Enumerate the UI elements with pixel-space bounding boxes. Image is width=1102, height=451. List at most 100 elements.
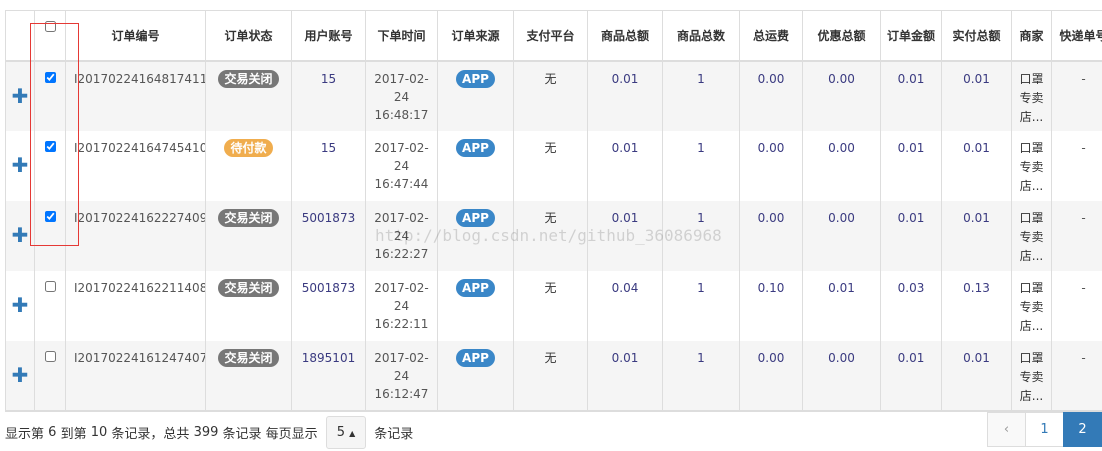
goods-total-text: 0.01: [611, 211, 639, 225]
plus-icon: ✚: [11, 84, 29, 108]
info-text: 条记录: [374, 427, 414, 442]
column-header: 总运费: [739, 10, 803, 62]
goods-count: 1: [662, 341, 740, 412]
plus-icon: ✚: [11, 223, 29, 247]
page-button-1[interactable]: 1: [1025, 412, 1064, 447]
status-badge: 交易关闭: [218, 349, 279, 367]
goods-total: 0.01: [587, 131, 663, 201]
express-text: -: [1081, 211, 1086, 225]
discount: 0.00: [802, 61, 881, 131]
discount-text: 0.00: [828, 351, 855, 365]
shop-text: 店...: [1019, 319, 1044, 333]
order-time: 2017-02- 24 16:22:27: [365, 201, 438, 271]
info-to: 10: [90, 425, 108, 440]
shop-text: 口罩: [1019, 211, 1044, 225]
freight: 0.10: [739, 271, 803, 341]
paid-text: 0.13: [963, 281, 990, 295]
row-checkbox[interactable]: [44, 211, 56, 222]
expand-button[interactable]: ✚: [5, 271, 35, 341]
order-source: APP: [437, 201, 514, 271]
shop-text: 专卖: [1019, 160, 1044, 174]
select-all-checkbox[interactable]: [44, 21, 56, 32]
shop: 口罩 专卖 店...: [1011, 271, 1052, 341]
row-checkbox[interactable]: [44, 351, 56, 362]
shop-text: 专卖: [1019, 370, 1044, 384]
paid-text: 0.01: [963, 141, 990, 155]
paid-total: 0.01: [941, 61, 1012, 131]
discount-text: 0.00: [828, 141, 855, 155]
status-badge: 待付款: [224, 139, 273, 157]
row-checkbox[interactable]: [44, 141, 56, 152]
amount-text: 0.01: [897, 351, 925, 365]
goods-count: 1: [662, 271, 740, 341]
shop-text: 专卖: [1019, 300, 1044, 314]
row-checkbox[interactable]: [44, 72, 56, 83]
user-account: 15: [291, 131, 366, 201]
goods-count-text: 1: [697, 211, 705, 225]
shop: 口罩 专卖 店...: [1011, 131, 1052, 201]
amount-text: 0.01: [897, 72, 925, 86]
shop-text: 口罩: [1019, 72, 1044, 86]
order-status: 交易关闭: [205, 271, 292, 341]
page-button-2[interactable]: 2: [1063, 412, 1102, 447]
caret-up-icon: ▲: [349, 429, 356, 438]
status-badge: 交易关闭: [218, 70, 279, 88]
goods-count: 1: [662, 131, 740, 201]
select-cell: [34, 271, 66, 341]
date-text: 24: [393, 369, 410, 383]
user-text: 15: [320, 141, 337, 155]
user-account: 5001873: [291, 201, 366, 271]
page-size-select[interactable]: 5 ▲: [325, 416, 367, 449]
discount-text: 0.00: [828, 211, 855, 225]
column-header: 订单状态: [205, 10, 292, 62]
goods-count-text: 1: [697, 141, 705, 155]
info-text: 显示第: [5, 427, 45, 442]
paid-total: 0.01: [941, 341, 1012, 412]
paid-total: 0.01: [941, 201, 1012, 271]
column-header: 快递单号: [1051, 10, 1102, 62]
source-badge: APP: [456, 209, 495, 227]
order-id: I20170224162227409: [65, 201, 206, 271]
column-header: 下单时间: [365, 10, 438, 62]
order-id-text: I20170224164745410: [74, 141, 206, 155]
pay-text: 无: [544, 281, 557, 295]
user-text: 5001873: [301, 281, 356, 295]
order-status: 交易关闭: [205, 201, 292, 271]
order-id-text: I20170224164817411: [74, 72, 206, 86]
time-text: 16:48:17: [374, 108, 429, 122]
shop-text: 专卖: [1019, 91, 1044, 105]
pagination-info: 显示第 6 到第 10 条记录，总共 399 条记录 每页显示 5 ▲ 条记录: [5, 416, 413, 449]
prev-page-button[interactable]: ‹: [987, 412, 1026, 447]
order-source: APP: [437, 131, 514, 201]
info-from: 6: [48, 425, 57, 440]
shop-text: 店...: [1019, 389, 1044, 403]
highlight-box: [30, 23, 79, 246]
goods-total-text: 0.01: [611, 72, 639, 86]
goods-count-text: 1: [697, 281, 705, 295]
freight-text: 0.00: [757, 351, 785, 365]
pagination: ‹ 1 2: [987, 412, 1102, 447]
order-time: 2017-02- 24 16:12:47: [365, 341, 438, 412]
amount-text: 0.01: [897, 211, 925, 225]
goods-total: 0.01: [587, 201, 663, 271]
select-cell: [34, 61, 66, 131]
plus-icon: ✚: [11, 363, 29, 387]
column-header: 订单金额: [880, 10, 942, 62]
freight: 0.00: [739, 131, 803, 201]
time-text: 16:47:44: [374, 177, 429, 191]
select-all-header[interactable]: [34, 10, 66, 62]
plus-icon: ✚: [11, 293, 29, 317]
source-badge: APP: [456, 70, 495, 88]
date-text: 2017-02-: [374, 211, 429, 225]
pay-platform: 无: [513, 271, 588, 341]
expand-button[interactable]: ✚: [5, 341, 35, 412]
date-text: 24: [393, 299, 410, 313]
user-text: 1895101: [301, 351, 356, 365]
paid-total: 0.01: [941, 131, 1012, 201]
discount: 0.00: [802, 341, 881, 412]
time-text: 16:22:27: [374, 247, 429, 261]
shop-text: 口罩: [1019, 351, 1044, 365]
row-checkbox[interactable]: [44, 281, 56, 292]
shop-text: 口罩: [1019, 141, 1044, 155]
order-status: 交易关闭: [205, 61, 292, 131]
